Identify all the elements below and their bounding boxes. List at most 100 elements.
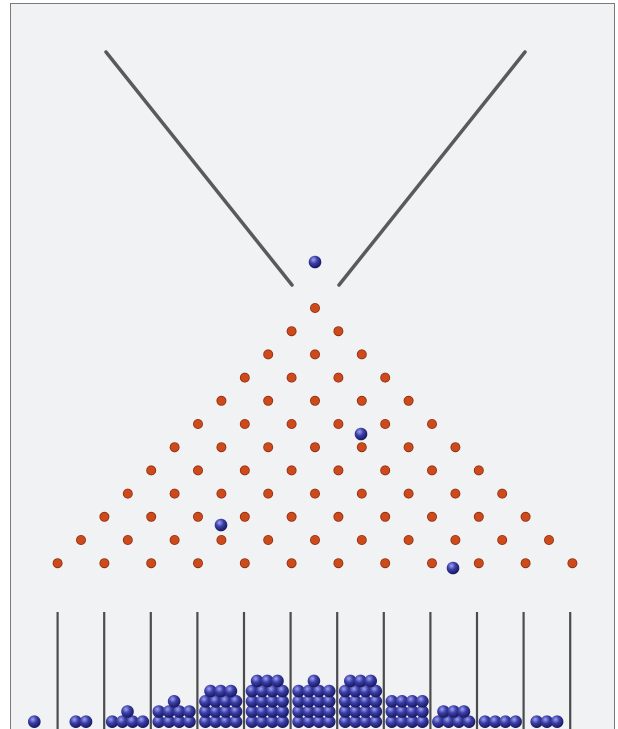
peg [333, 418, 344, 429]
peg [169, 442, 180, 453]
ball [349, 715, 362, 728]
peg [239, 465, 250, 476]
ball [172, 705, 186, 718]
ball [302, 695, 316, 708]
ball [457, 705, 471, 718]
ball [364, 674, 378, 688]
peg [146, 558, 157, 569]
ball [405, 715, 419, 728]
ball [126, 715, 139, 728]
ball [354, 674, 367, 688]
ball [416, 705, 429, 718]
ball [395, 715, 409, 728]
ball [385, 715, 399, 728]
ball [152, 705, 166, 718]
ball [405, 695, 419, 708]
ball [245, 715, 259, 728]
ball [322, 715, 336, 728]
ball [245, 684, 259, 698]
peg [146, 511, 157, 522]
ball [302, 715, 316, 728]
peg [567, 558, 578, 569]
peg [286, 326, 297, 337]
peg [216, 442, 227, 453]
ball [152, 715, 166, 728]
ball [307, 674, 321, 688]
ball [219, 715, 233, 728]
bin-dividers [56, 612, 572, 729]
peg [239, 558, 250, 569]
ball [276, 684, 289, 698]
peg [99, 558, 110, 569]
ball [116, 715, 129, 728]
ball [395, 695, 409, 708]
ball [229, 705, 243, 718]
peg [450, 488, 461, 499]
peg [192, 511, 203, 522]
ball [261, 674, 274, 688]
ball [499, 715, 512, 728]
ball [322, 705, 336, 718]
ball [488, 715, 502, 728]
peg [169, 535, 180, 546]
ball [276, 695, 289, 708]
ball [416, 715, 429, 728]
ball [359, 684, 372, 698]
ball [437, 705, 450, 718]
peg [192, 558, 203, 569]
peg [356, 488, 367, 499]
ball [312, 695, 326, 708]
peg [380, 372, 391, 383]
ball [162, 705, 176, 718]
ball [250, 674, 264, 688]
falling-ball [214, 518, 228, 532]
peg [356, 442, 367, 453]
peg [380, 511, 391, 522]
peg [497, 488, 508, 499]
ball [292, 705, 305, 718]
peg [239, 511, 250, 522]
ball [69, 715, 83, 728]
peg [403, 442, 414, 453]
ball [349, 695, 362, 708]
ball [209, 695, 222, 708]
peg [356, 535, 367, 546]
ball [229, 715, 243, 728]
peg [192, 465, 203, 476]
peg [544, 535, 555, 546]
peg [286, 465, 297, 476]
peg [263, 442, 274, 453]
ball [344, 674, 357, 688]
ball [121, 705, 134, 718]
peg [286, 372, 297, 383]
peg [309, 535, 320, 546]
ball [452, 715, 466, 728]
peg [122, 488, 133, 499]
ball [199, 695, 212, 708]
peg [216, 488, 227, 499]
ball [199, 715, 212, 728]
peg [309, 349, 320, 360]
ball [349, 705, 362, 718]
ball [540, 715, 554, 728]
ball [183, 715, 196, 728]
peg [520, 558, 531, 569]
peg [286, 418, 297, 429]
ball [338, 684, 352, 698]
peg [473, 511, 484, 522]
peg [356, 395, 367, 406]
peg [309, 302, 320, 313]
peg-array [52, 302, 578, 569]
peg [122, 535, 133, 546]
peg [403, 535, 414, 546]
peg [263, 395, 274, 406]
ball [276, 715, 289, 728]
ball [416, 695, 429, 708]
ball [162, 715, 176, 728]
ball [266, 695, 279, 708]
peg [263, 535, 274, 546]
peg [333, 326, 344, 337]
ball [292, 684, 305, 698]
